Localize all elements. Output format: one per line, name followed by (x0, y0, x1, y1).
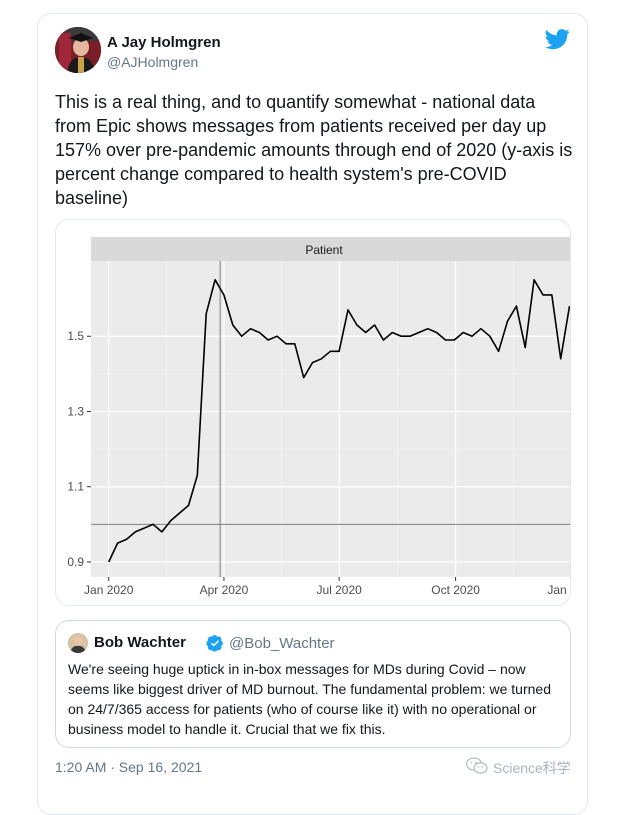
series-line (107, 278, 570, 563)
author-avatar[interactable] (55, 27, 101, 73)
line-chart: Patient 0.9 1.1 1.3 1.5 Jan 2020 Apr 2020 Jul… (67, 237, 570, 597)
x-tick-label: Apr 2020 (200, 583, 249, 597)
x-tick-label: Jan 2021 (547, 583, 570, 597)
y-axis: 0.9 1.1 1.3 1.5 (67, 329, 91, 569)
y-tick-label: 1.5 (67, 329, 84, 343)
x-axis: Jan 2020 Apr 2020 Jul 2020 Oct 2020 Jan 2021 (84, 577, 570, 597)
author-name[interactable]: A Jay Holmgren (107, 34, 221, 51)
tweet-text: This is a real thing, and to quantify so… (55, 92, 573, 208)
facet-strip (91, 237, 570, 261)
y-tick-label: 1.3 (67, 404, 84, 418)
quoted-tweet[interactable]: Bob Wachter @Bob_Wachter We're seeing hu… (55, 620, 571, 748)
x-tick-label: Oct 2020 (431, 583, 480, 597)
x-tick-label: Jan 2020 (84, 583, 134, 597)
reference-lines (91, 261, 570, 577)
quoted-author-handle[interactable]: @Bob_Wachter (229, 635, 335, 652)
quoted-tweet-text: We're seeing huge uptick in in-box messa… (68, 661, 551, 737)
x-tick-label: Jul 2020 (316, 583, 362, 597)
verified-badge-icon (206, 635, 223, 652)
y-tick-label: 0.9 (67, 555, 84, 569)
twitter-bird-icon[interactable] (545, 29, 570, 50)
wechat-icon (466, 757, 488, 774)
watermark-text: Science科学 (493, 760, 571, 776)
tweet-timestamp[interactable]: 1:20 AM · Sep 16, 2021 (55, 759, 203, 775)
facet-label: Patient (305, 243, 343, 257)
tweet-media[interactable]: Patient 0.9 1.1 1.3 1.5 Jan 2020 Apr 2020 Jul… (55, 219, 571, 606)
series-lines (107, 278, 570, 563)
y-tick-label: 1.1 (67, 480, 84, 494)
quoted-author-name[interactable]: Bob Wachter (94, 634, 186, 651)
author-handle[interactable]: @AJHolmgren (107, 54, 199, 70)
quoted-author-avatar[interactable] (68, 633, 88, 653)
